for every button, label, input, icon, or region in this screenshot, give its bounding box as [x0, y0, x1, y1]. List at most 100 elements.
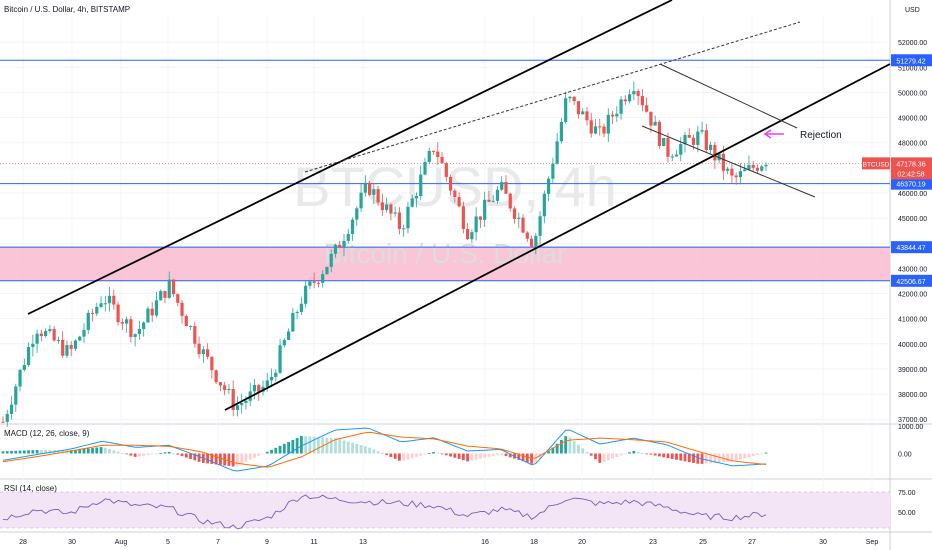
channel-lower-line[interactable] [224, 63, 891, 411]
candle-body [86, 312, 90, 330]
macd-histogram-bar [547, 451, 551, 454]
candle-body [734, 175, 738, 178]
macd-histogram-bar [687, 453, 691, 463]
candle-body [35, 333, 39, 344]
macd-histogram-bar [189, 453, 192, 459]
candle-body [18, 369, 22, 387]
symbol-label: BTCUSD [863, 161, 890, 168]
macd-histogram-bar [133, 453, 137, 457]
candle-body [235, 405, 240, 410]
candle-body [448, 176, 453, 191]
candle-body [73, 340, 78, 349]
rejection-arrow-head-icon [763, 129, 772, 139]
time-tick-label: 9 [265, 539, 269, 546]
candle-body [133, 334, 137, 337]
macd-histogram-bar [675, 453, 678, 460]
macd-histogram-bar [10, 450, 13, 454]
candle-body [350, 219, 355, 234]
channel-upper-line[interactable] [27, 0, 673, 315]
price-tick-label: 45000.00 [898, 216, 927, 223]
candle-body [176, 294, 180, 303]
macd-histogram-bar [376, 451, 380, 454]
candle-body [717, 153, 721, 161]
candle-body [231, 389, 235, 410]
dashed-resistance-line[interactable] [304, 21, 801, 173]
candle-body [308, 281, 312, 286]
candle-body [218, 382, 222, 386]
candle-body [423, 161, 427, 175]
macd-histogram-bar [525, 453, 529, 463]
price-axis[interactable]: 37000.00 38000.00 39000.00 40000.00 41000.00… [862, 40, 932, 517]
support-zone-layer [0, 247, 890, 281]
candle-body [440, 156, 444, 164]
macd-histogram-bar [22, 450, 26, 454]
time-tick-label: 18 [530, 539, 538, 546]
macd-histogram-bar [308, 436, 312, 454]
macd-histogram-bar [427, 453, 431, 455]
macd-histogram-bar [129, 453, 133, 456]
candle-body [197, 343, 201, 355]
candle-body [82, 329, 86, 337]
candle-body [666, 137, 670, 157]
macd-histogram-bar [602, 453, 606, 462]
last-price-label: 47178.36 [896, 161, 925, 168]
candle-body [26, 347, 31, 366]
candle-body [69, 345, 73, 349]
macd-histogram-bar [240, 453, 244, 464]
candle-body [163, 290, 167, 298]
macd-histogram-bar [27, 450, 30, 454]
macd-histogram-bar [389, 453, 393, 457]
candle-body [738, 171, 743, 178]
macd-histogram-bar [180, 453, 184, 457]
candle-body [125, 319, 129, 324]
candle-body [632, 91, 636, 95]
candle-body [419, 174, 423, 197]
candle-body [517, 217, 521, 219]
macd-histogram-bar [291, 439, 295, 454]
macd-histogram-bar [649, 453, 653, 455]
candle-body [206, 349, 210, 357]
macd-histogram-bar [210, 453, 214, 464]
candle-body [708, 144, 713, 150]
falling-wedge-upper-line[interactable] [659, 63, 798, 129]
macd-histogram-bar [236, 453, 239, 466]
candle-body [14, 386, 18, 405]
candle-body [376, 189, 380, 203]
macd-histogram-bar [265, 451, 269, 454]
candle-body [636, 91, 640, 96]
drawings: Rejection [27, 0, 891, 411]
macd-label: MACD (12, 26, close, 9) [4, 429, 90, 438]
falling-wedge-lower-line[interactable] [641, 125, 816, 198]
macd-histogram-bar [142, 453, 146, 456]
candle-body [687, 135, 691, 138]
candle-body [129, 319, 133, 337]
macd-histogram-bar [193, 453, 197, 461]
macd-histogram-bar [760, 453, 764, 455]
macd-histogram-bar [730, 453, 734, 462]
candle-body [342, 240, 346, 248]
macd-histogram-bar [628, 452, 631, 454]
candle-body [619, 99, 623, 114]
candle-body [653, 121, 657, 126]
macd-histogram-bar [1, 451, 5, 454]
candle-body [645, 105, 649, 112]
candle-body [683, 135, 687, 145]
macd-histogram-bar [402, 453, 406, 461]
macd-histogram-bar [743, 453, 747, 459]
macd-histogram-bar [218, 453, 222, 465]
candle-body [504, 181, 508, 194]
macd-histogram-bar [453, 453, 457, 458]
macd-histogram-bar [304, 436, 308, 454]
price-tick-label: 42000.00 [898, 292, 927, 299]
macd-histogram-bar [555, 443, 559, 454]
price-tick-label: 48000.00 [898, 141, 927, 148]
macd-histogram-bar [747, 453, 751, 458]
candle-body [474, 216, 478, 233]
time-axis[interactable]: 28 30 Aug 5 7 9 11 13 16 18 20 23 25 27 30 Sep [19, 539, 878, 546]
candle-body [363, 182, 367, 193]
macd-histogram-bar [645, 453, 649, 455]
candle-body [602, 126, 606, 134]
macd-histogram-bar [496, 453, 499, 456]
candle-body [274, 372, 278, 377]
